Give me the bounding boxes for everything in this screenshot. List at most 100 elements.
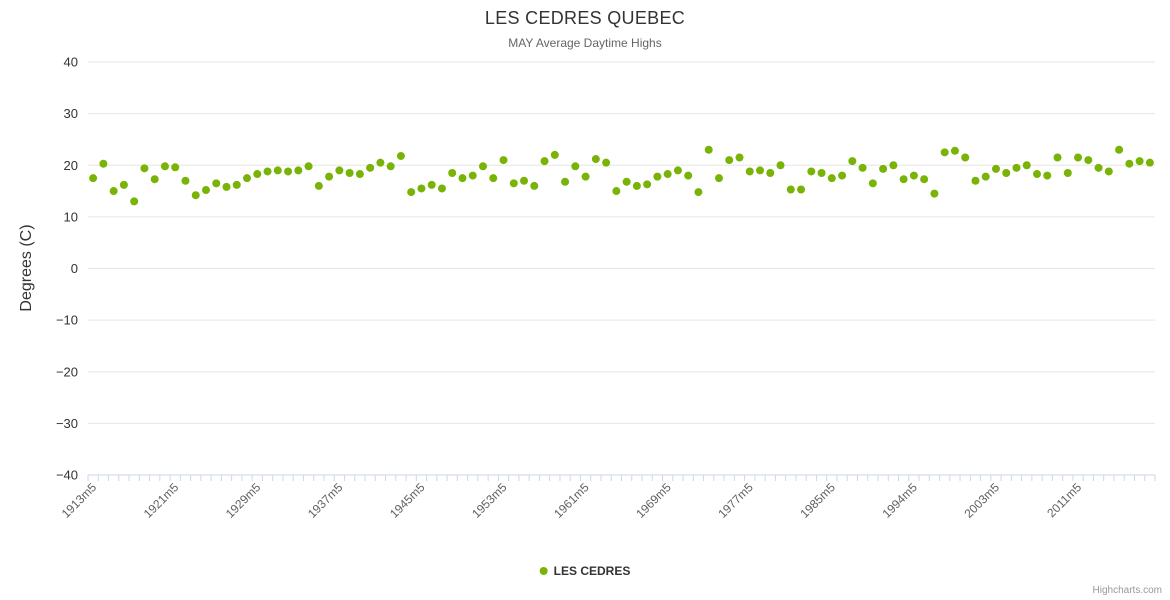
scatter-point[interactable] [396, 151, 405, 160]
scatter-point[interactable] [386, 162, 395, 171]
scatter-point[interactable] [243, 174, 252, 183]
scatter-point[interactable] [797, 185, 806, 194]
credits-link[interactable]: Highcharts.com [1092, 585, 1162, 596]
scatter-point[interactable] [345, 168, 354, 177]
scatter-point[interactable] [1115, 145, 1124, 154]
scatter-point[interactable] [366, 163, 375, 172]
scatter-point[interactable] [550, 150, 559, 159]
scatter-point[interactable] [1012, 163, 1021, 172]
scatter-point[interactable] [530, 181, 539, 190]
scatter-point[interactable] [1053, 153, 1062, 162]
scatter-point[interactable] [766, 168, 775, 177]
scatter-point[interactable] [807, 167, 816, 176]
scatter-point[interactable] [140, 164, 149, 173]
scatter-point[interactable] [520, 176, 529, 185]
scatter-point[interactable] [561, 177, 570, 186]
scatter-point[interactable] [191, 191, 200, 200]
scatter-point[interactable] [458, 174, 467, 183]
scatter-point[interactable] [981, 172, 990, 181]
scatter-point[interactable] [1043, 171, 1052, 180]
scatter-point[interactable] [1145, 158, 1154, 167]
scatter-point[interactable] [879, 164, 888, 173]
scatter-point[interactable] [694, 188, 703, 197]
scatter-point[interactable] [632, 181, 641, 190]
scatter-point[interactable] [971, 176, 980, 185]
scatter-point[interactable] [612, 187, 621, 196]
scatter-point[interactable] [858, 163, 867, 172]
scatter-point[interactable] [622, 177, 631, 186]
scatter-point[interactable] [725, 156, 734, 165]
scatter-point[interactable] [817, 168, 826, 177]
scatter-point[interactable] [284, 167, 293, 176]
scatter-point[interactable] [171, 163, 180, 172]
scatter-point[interactable] [1063, 168, 1072, 177]
legend-item[interactable]: LES CEDRES [539, 564, 630, 578]
scatter-point[interactable] [212, 179, 221, 188]
scatter-point[interactable] [232, 180, 241, 189]
scatter-point[interactable] [684, 171, 693, 180]
scatter-point[interactable] [961, 153, 970, 162]
scatter-point[interactable] [479, 162, 487, 171]
scatter-point[interactable] [130, 197, 139, 206]
scatter-point[interactable] [119, 180, 128, 189]
scatter-point[interactable] [1022, 161, 1031, 170]
scatter-point[interactable] [745, 167, 754, 176]
scatter-point[interactable] [150, 175, 159, 184]
scatter-point[interactable] [991, 164, 1000, 173]
scatter-point[interactable] [109, 187, 118, 196]
scatter-point[interactable] [407, 188, 416, 197]
scatter-point[interactable] [673, 166, 682, 175]
scatter-point[interactable] [571, 162, 580, 171]
scatter-point[interactable] [602, 158, 611, 167]
scatter-point[interactable] [304, 162, 313, 171]
scatter-point[interactable] [355, 170, 364, 179]
scatter-point[interactable] [1074, 153, 1083, 162]
scatter-point[interactable] [417, 184, 426, 193]
scatter-point[interactable] [181, 176, 190, 185]
scatter-point[interactable] [663, 170, 672, 179]
scatter-point[interactable] [222, 182, 231, 191]
scatter-point[interactable] [263, 167, 272, 176]
scatter-point[interactable] [314, 181, 323, 190]
scatter-point[interactable] [827, 174, 836, 183]
scatter-point[interactable] [776, 161, 785, 170]
scatter-point[interactable] [468, 171, 477, 180]
scatter-point[interactable] [909, 171, 918, 180]
scatter-point[interactable] [1104, 167, 1113, 176]
scatter-point[interactable] [714, 174, 723, 183]
scatter-point[interactable] [889, 161, 898, 170]
scatter-point[interactable] [581, 172, 590, 181]
scatter-point[interactable] [868, 179, 877, 188]
scatter-point[interactable] [294, 166, 303, 175]
scatter-point[interactable] [489, 174, 498, 183]
scatter-point[interactable] [540, 157, 549, 166]
scatter-point[interactable] [591, 155, 600, 164]
scatter-point[interactable] [786, 185, 795, 194]
scatter-point[interactable] [950, 146, 959, 155]
scatter-point[interactable] [643, 180, 652, 189]
scatter-point[interactable] [920, 175, 929, 184]
scatter-point[interactable] [848, 157, 857, 166]
scatter-point[interactable] [99, 159, 108, 168]
scatter-point[interactable] [930, 189, 939, 198]
scatter-point[interactable] [704, 145, 713, 154]
scatter-point[interactable] [201, 186, 210, 195]
scatter-point[interactable] [735, 153, 744, 162]
scatter-point[interactable] [335, 166, 344, 175]
scatter-point[interactable] [376, 158, 385, 167]
scatter-point[interactable] [756, 166, 764, 175]
scatter-point[interactable] [437, 184, 446, 193]
scatter-point[interactable] [89, 174, 98, 183]
scatter-point[interactable] [899, 175, 908, 184]
scatter-point[interactable] [448, 168, 457, 177]
scatter-point[interactable] [1084, 156, 1093, 165]
scatter-point[interactable] [160, 162, 169, 171]
scatter-point[interactable] [1125, 159, 1134, 168]
scatter-point[interactable] [1094, 163, 1103, 172]
scatter-point[interactable] [1135, 157, 1144, 166]
scatter-point[interactable] [499, 156, 508, 165]
scatter-point[interactable] [940, 148, 949, 157]
scatter-point[interactable] [838, 171, 847, 180]
scatter-point[interactable] [253, 170, 262, 179]
scatter-point[interactable] [1002, 168, 1011, 177]
